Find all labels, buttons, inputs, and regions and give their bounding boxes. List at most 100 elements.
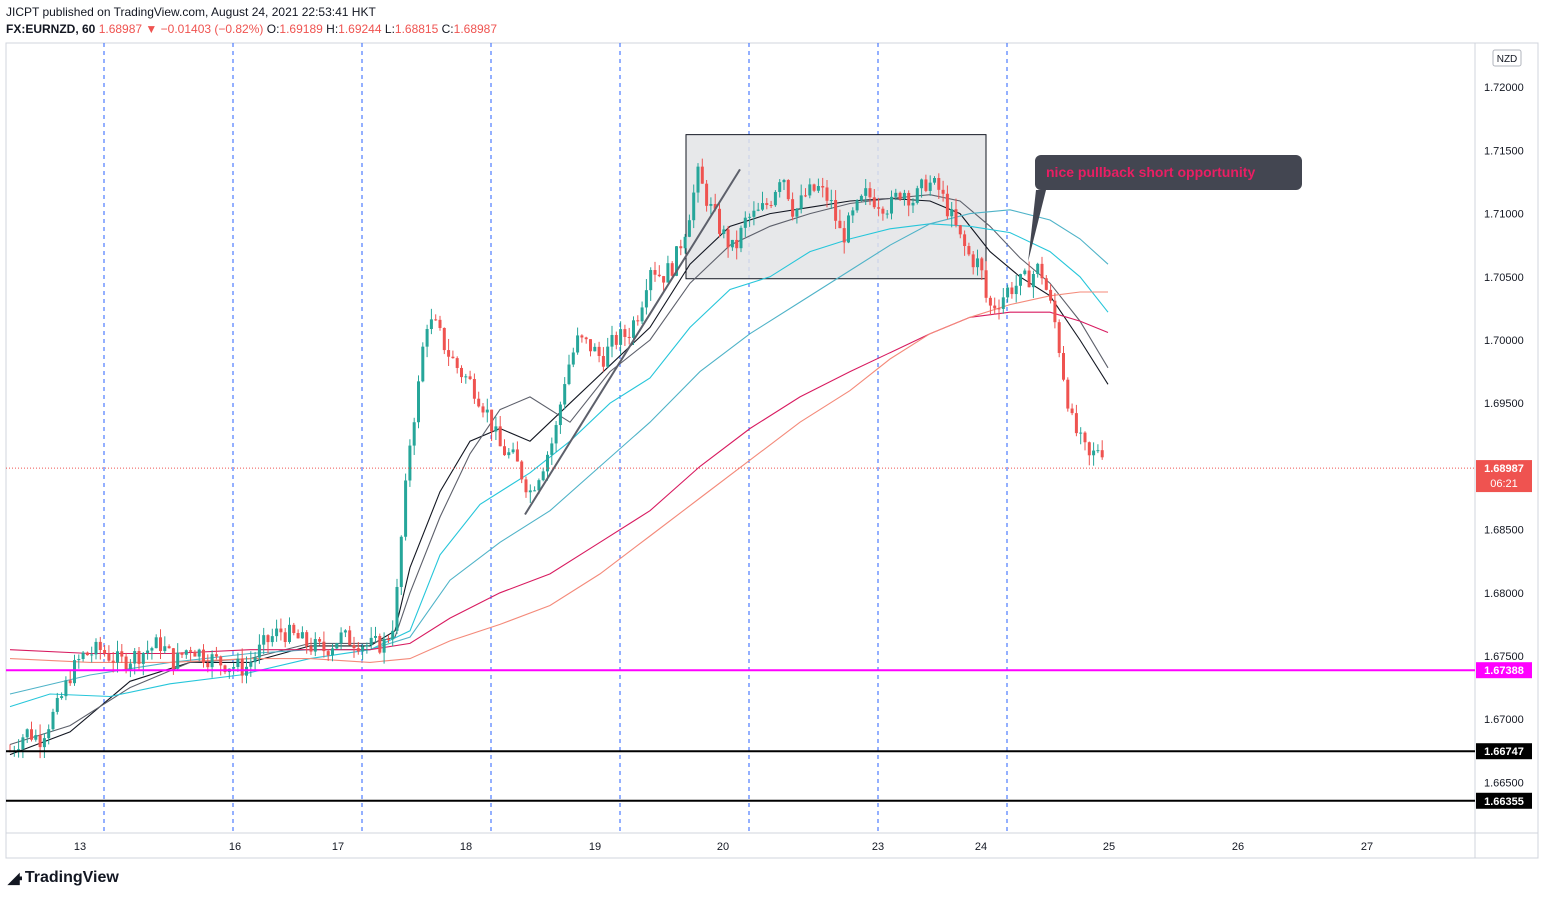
candle-body [898, 192, 902, 199]
candle-body [159, 637, 162, 652]
candle-body [1006, 287, 1010, 298]
candle-body [576, 335, 580, 353]
candle-body [941, 189, 945, 194]
candle-body [42, 738, 46, 748]
candle-body [391, 630, 395, 640]
candle-body [176, 652, 180, 669]
candle-body [81, 652, 85, 660]
candle-body [515, 449, 519, 462]
candle-body [68, 680, 72, 684]
candle-body [292, 624, 296, 633]
candle-body [374, 635, 377, 638]
candle-body [1079, 432, 1083, 434]
candle-body [799, 195, 803, 209]
candle-body [232, 667, 236, 669]
low-label: L: [384, 22, 395, 36]
candle-body [700, 166, 704, 184]
candle-body [743, 217, 747, 228]
candle-body [240, 658, 244, 676]
candle-body [623, 329, 627, 337]
candle-body [219, 656, 223, 666]
annotation-callout[interactable] [1035, 155, 1302, 190]
candle-body [722, 229, 726, 234]
candle-body [262, 635, 266, 645]
x-tick-label: 18 [460, 841, 472, 853]
open-value: 1.69189 [279, 22, 323, 36]
candle-body [713, 203, 717, 209]
candle-body [141, 653, 145, 664]
candle-body [649, 270, 653, 291]
candle-body [352, 645, 356, 649]
candle-body [614, 334, 618, 345]
candle-body [950, 209, 954, 217]
candle-body [976, 258, 979, 268]
y-tick-label: 1.66500 [1484, 777, 1524, 789]
level-price-tag [1476, 792, 1532, 809]
high-value: 1.69244 [338, 22, 382, 36]
candle-body [1066, 379, 1070, 409]
candle-body [967, 246, 971, 255]
candle-body [202, 649, 205, 663]
candle-body [128, 663, 132, 670]
brand: ◢▪ TradingView [8, 869, 119, 887]
trend-line[interactable] [524, 168, 741, 516]
candle-body [593, 346, 597, 352]
candle-body [73, 660, 76, 684]
symbol-label[interactable]: FX:EURNZD, 60 [6, 22, 96, 36]
moving-average-line [9, 194, 1109, 746]
candle-body [193, 651, 197, 657]
candle-body [601, 356, 605, 367]
candle-body [666, 263, 670, 283]
candle-body [644, 290, 648, 308]
candle-body [296, 632, 300, 639]
candle-body [541, 471, 545, 481]
candle-body [210, 654, 214, 668]
candle-body [683, 236, 687, 249]
candle-body [206, 662, 210, 668]
candle-body [859, 195, 863, 201]
candle-body [107, 653, 111, 661]
candle-body [429, 319, 433, 330]
candle-body [326, 651, 330, 656]
candle-body [339, 632, 343, 644]
candle-body [137, 651, 141, 664]
candle-body [468, 376, 472, 380]
candle-body [619, 329, 623, 345]
candle-body [550, 443, 554, 455]
candle-body [30, 729, 33, 740]
candle-body [511, 449, 515, 453]
candle-body [756, 209, 760, 211]
candle-body [253, 657, 257, 663]
close-label: C: [441, 22, 454, 36]
candle-body [98, 641, 102, 650]
candle-body [911, 202, 915, 206]
candle-body [816, 186, 820, 191]
candle-body [180, 652, 184, 655]
candle-body [662, 276, 666, 283]
candle-body [38, 735, 42, 748]
change-arrow-icon: ▼ [145, 22, 158, 36]
low-value: 1.68815 [394, 22, 439, 36]
candle-body [1014, 285, 1018, 295]
candle-body [915, 188, 919, 203]
candle-body [309, 646, 313, 652]
candle-body [331, 648, 334, 656]
chart-frame [5, 42, 1539, 859]
candle-body [709, 203, 713, 206]
candle-body [825, 187, 829, 201]
candle-body [386, 639, 390, 641]
candle-body [154, 637, 158, 649]
candle-body [795, 208, 799, 217]
y-tick-label: 1.67500 [1484, 651, 1524, 663]
candle-body [460, 367, 463, 378]
candle-body [485, 409, 489, 413]
candle-body [442, 327, 446, 351]
candle-body [313, 639, 317, 652]
candle-body [421, 346, 425, 382]
candle-body [279, 628, 283, 633]
y-tick-label: 1.70000 [1484, 335, 1524, 347]
candle-body [417, 381, 420, 423]
candle-body [1023, 270, 1027, 275]
candle-body [399, 536, 403, 587]
